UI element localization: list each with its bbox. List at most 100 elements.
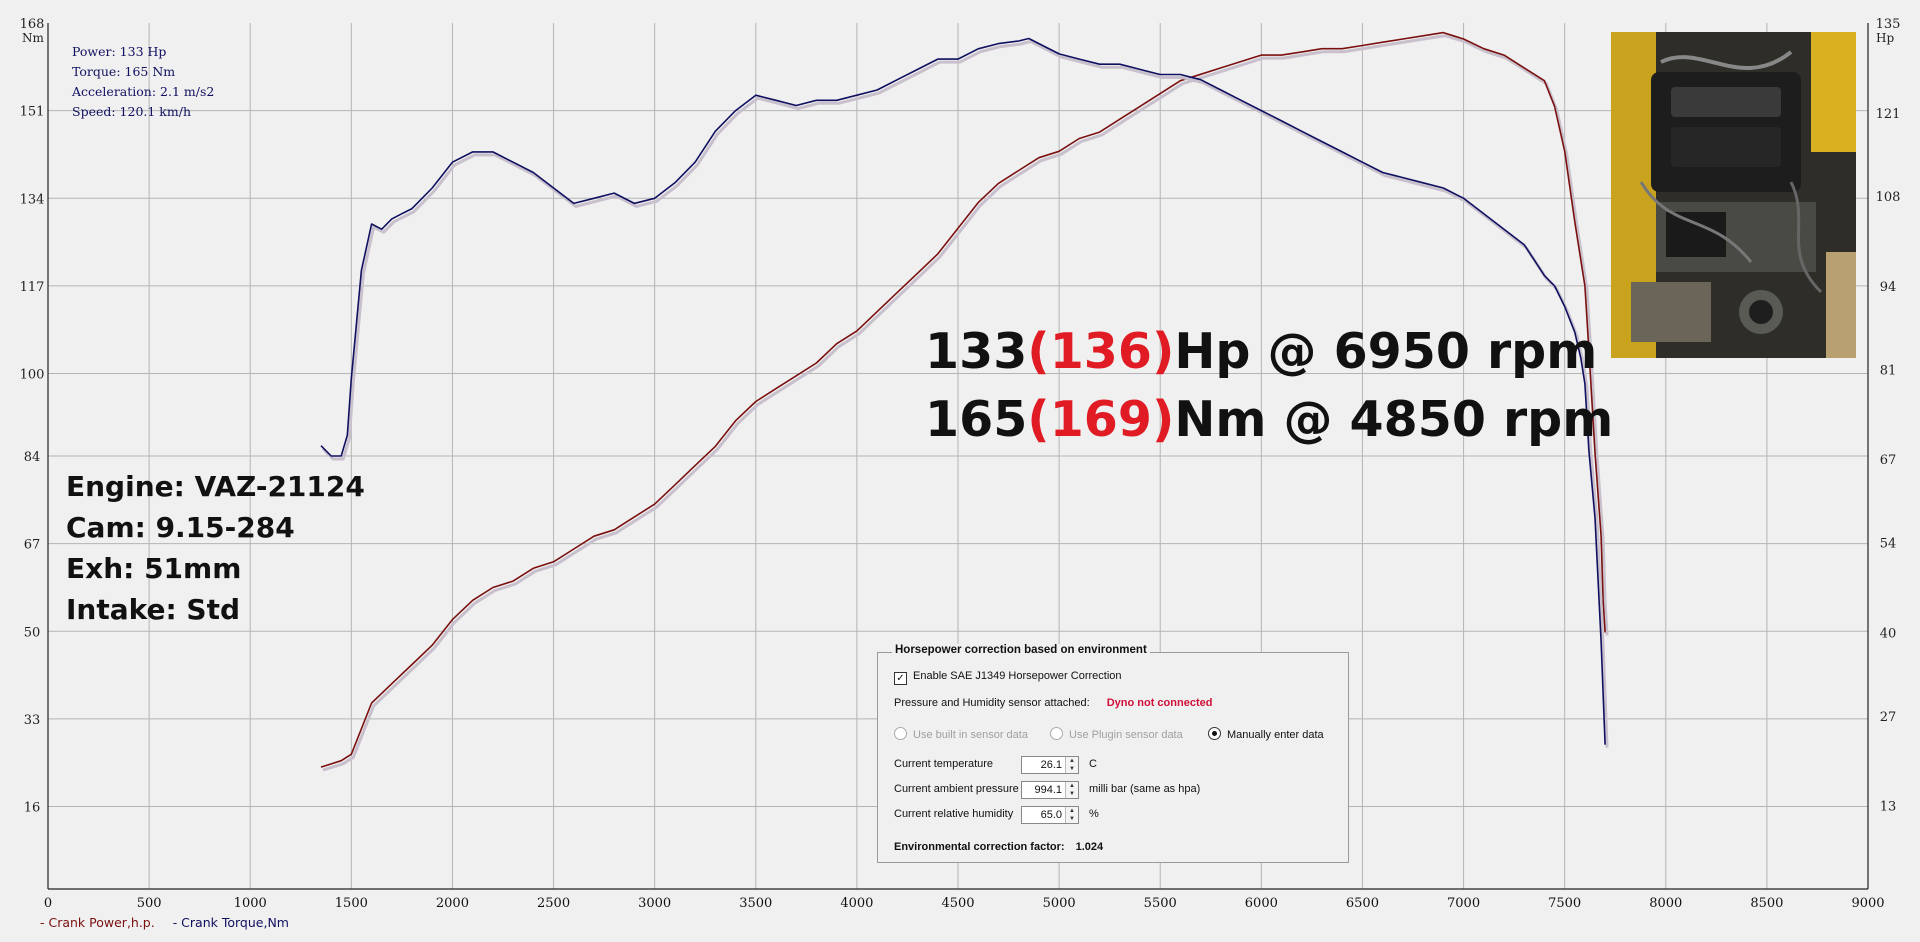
- left-tick-label: 134: [20, 192, 45, 207]
- humidity-unit: %: [1089, 808, 1099, 820]
- temp-value: 26.1: [1040, 759, 1062, 771]
- x-axis-ticks: 0 500 1000 1500 2000 2500 3000 3500 4000 4500 5000…: [44, 896, 1885, 911]
- left-axis-unit: Nm: [22, 31, 45, 45]
- temp-unit: C: [1089, 758, 1097, 770]
- temp-spin-arrows[interactable]: ▲ ▼: [1065, 757, 1078, 773]
- pressure-spin-arrows[interactable]: ▲ ▼: [1065, 782, 1078, 798]
- humidity-spin-arrows[interactable]: ▲ ▼: [1065, 807, 1078, 823]
- peak-torque-rest: Nm @ 4850 rpm: [1174, 391, 1614, 448]
- live-readout: Power: 133 Hp Torque: 165 Nm Acceleratio…: [72, 42, 214, 122]
- right-axis-unit: Hp: [1876, 31, 1894, 45]
- series-lines: [320, 31, 1609, 772]
- left-tick-label: 117: [20, 280, 45, 295]
- x-tick-label: 3500: [739, 896, 772, 911]
- left-tick-label: 50: [24, 625, 41, 640]
- right-tick-label: 27: [1880, 710, 1897, 725]
- radio-builtin-row[interactable]: Use built in sensor data: [894, 727, 1028, 741]
- x-tick-label: 7500: [1548, 896, 1581, 911]
- x-tick-label: 4500: [941, 896, 974, 911]
- right-tick-label: 67: [1880, 453, 1897, 468]
- x-tick-label: 8000: [1649, 896, 1682, 911]
- left-tick-label: 100: [20, 368, 45, 383]
- spec-exhaust: Exh: 51mm: [66, 552, 242, 585]
- sensor-status: Dyno not connected: [1106, 697, 1213, 709]
- radio-plugin-row[interactable]: Use Plugin sensor data: [1050, 727, 1183, 741]
- legend-power: - Crank Power,h.p.: [40, 915, 155, 930]
- humidity-stepper[interactable]: 65.0 ▲ ▼: [1021, 806, 1079, 824]
- readout-speed: Speed: 120.1 km/h: [72, 104, 191, 119]
- series-shadow: [321, 40, 1609, 748]
- radio-plugin[interactable]: [1050, 727, 1063, 740]
- spec-intake: Intake: Std: [66, 593, 241, 626]
- torque-curve: [320, 37, 1606, 745]
- enable-correction-label: Enable SAE J1349 Horsepower Correction: [913, 670, 1122, 682]
- right-tick-label: 81: [1880, 363, 1897, 378]
- peak-power: 133(136)Hp @ 6950 rpm: [925, 318, 1613, 386]
- factor-value: 1.024: [1075, 841, 1104, 853]
- temp-label: Current temperature: [894, 758, 994, 770]
- spec-cam: Cam: 9.15-284: [66, 511, 295, 544]
- factor-label: Environmental correction factor:: [894, 841, 1065, 853]
- readout-acceleration: Acceleration: 2.1 m/s2: [72, 84, 215, 99]
- engine-specs: Engine: VAZ-21124 Cam: 9.15-284 Exh: 51m…: [66, 466, 365, 630]
- humidity-label: Current relative humidity: [894, 808, 1014, 820]
- radio-builtin[interactable]: [894, 727, 907, 740]
- peak-torque-value: 165: [925, 391, 1028, 448]
- pressure-stepper[interactable]: 994.1 ▲ ▼: [1021, 781, 1079, 799]
- right-tick-label: 13: [1880, 800, 1897, 815]
- engine-photo: [1611, 32, 1856, 358]
- pressure-unit: milli bar (same as hpa): [1089, 783, 1201, 795]
- radio-builtin-label: Use built in sensor data: [913, 729, 1028, 741]
- left-tick-label: 84: [24, 450, 41, 465]
- spec-engine: Engine: VAZ-21124: [66, 470, 365, 503]
- x-tick-label: 9000: [1851, 896, 1884, 911]
- right-tick-label: 121: [1876, 107, 1901, 122]
- peak-torque-corrected: (169): [1027, 391, 1175, 448]
- radio-manual[interactable]: [1208, 727, 1221, 740]
- x-tick-label: 2000: [436, 896, 469, 911]
- pressure-value: 994.1: [1034, 784, 1062, 796]
- hp-correction-panel: Horsepower correction based on environme…: [877, 644, 1349, 863]
- x-tick-label: 1000: [234, 896, 267, 911]
- x-tick-label: 7000: [1447, 896, 1480, 911]
- right-tick-label: 108: [1876, 190, 1901, 205]
- legend-torque: - Crank Torque,Nm: [172, 915, 289, 930]
- right-axis-ticks: 13 27 40 54 67 81 94 108 121 135: [1876, 17, 1901, 815]
- enable-correction-row: ✓ Enable SAE J1349 Horsepower Correction: [894, 670, 1122, 685]
- right-tick-label: 54: [1880, 537, 1897, 552]
- right-tick-label: 40: [1880, 626, 1897, 641]
- radio-manual-row[interactable]: Manually enter data: [1208, 727, 1324, 741]
- plot-frame: [47, 23, 1869, 890]
- readout-torque: Torque: 165 Nm: [72, 64, 176, 79]
- left-tick-label: 16: [24, 801, 41, 816]
- panel-title: Horsepower correction based on environme…: [892, 644, 1150, 656]
- chart-legend: - Crank Power,h.p. - Crank Torque,Nm: [40, 915, 289, 930]
- x-tick-label: 4000: [840, 896, 873, 911]
- x-tick-label: 8500: [1750, 896, 1783, 911]
- peak-annotations: 133(136)Hp @ 6950 rpm 165(169)Nm @ 4850 …: [925, 318, 1613, 454]
- x-tick-label: 0: [44, 896, 52, 911]
- pressure-label: Current ambient pressure: [894, 783, 1019, 795]
- left-tick-label: 168: [20, 17, 45, 32]
- series-shadow: [322, 34, 1609, 772]
- x-tick-label: 6000: [1245, 896, 1278, 911]
- peak-power-value: 133: [925, 323, 1028, 380]
- x-tick-label: 5000: [1043, 896, 1076, 911]
- sensor-label: Pressure and Humidity sensor attached:: [894, 697, 1090, 709]
- right-tick-label: 94: [1880, 280, 1897, 295]
- humidity-value: 65.0: [1040, 809, 1062, 821]
- x-tick-label: 500: [137, 896, 162, 911]
- correction-factor-row: Environmental correction factor: 1.024: [894, 841, 1103, 853]
- temp-stepper[interactable]: 26.1 ▲ ▼: [1021, 756, 1079, 774]
- left-tick-label: 151: [20, 105, 45, 120]
- right-tick-label: 135: [1876, 17, 1901, 32]
- peak-torque: 165(169)Nm @ 4850 rpm: [925, 386, 1613, 454]
- enable-correction-checkbox[interactable]: ✓: [894, 672, 907, 685]
- power-curve: [320, 31, 1606, 768]
- x-tick-label: 1500: [335, 896, 368, 911]
- x-tick-label: 2500: [537, 896, 570, 911]
- readout-power: Power: 133 Hp: [72, 44, 167, 59]
- x-tick-label: 5500: [1144, 896, 1177, 911]
- radio-plugin-label: Use Plugin sensor data: [1069, 729, 1183, 741]
- left-axis-ticks: 16 33 50 67 84 100 117 134 151 168: [20, 17, 45, 816]
